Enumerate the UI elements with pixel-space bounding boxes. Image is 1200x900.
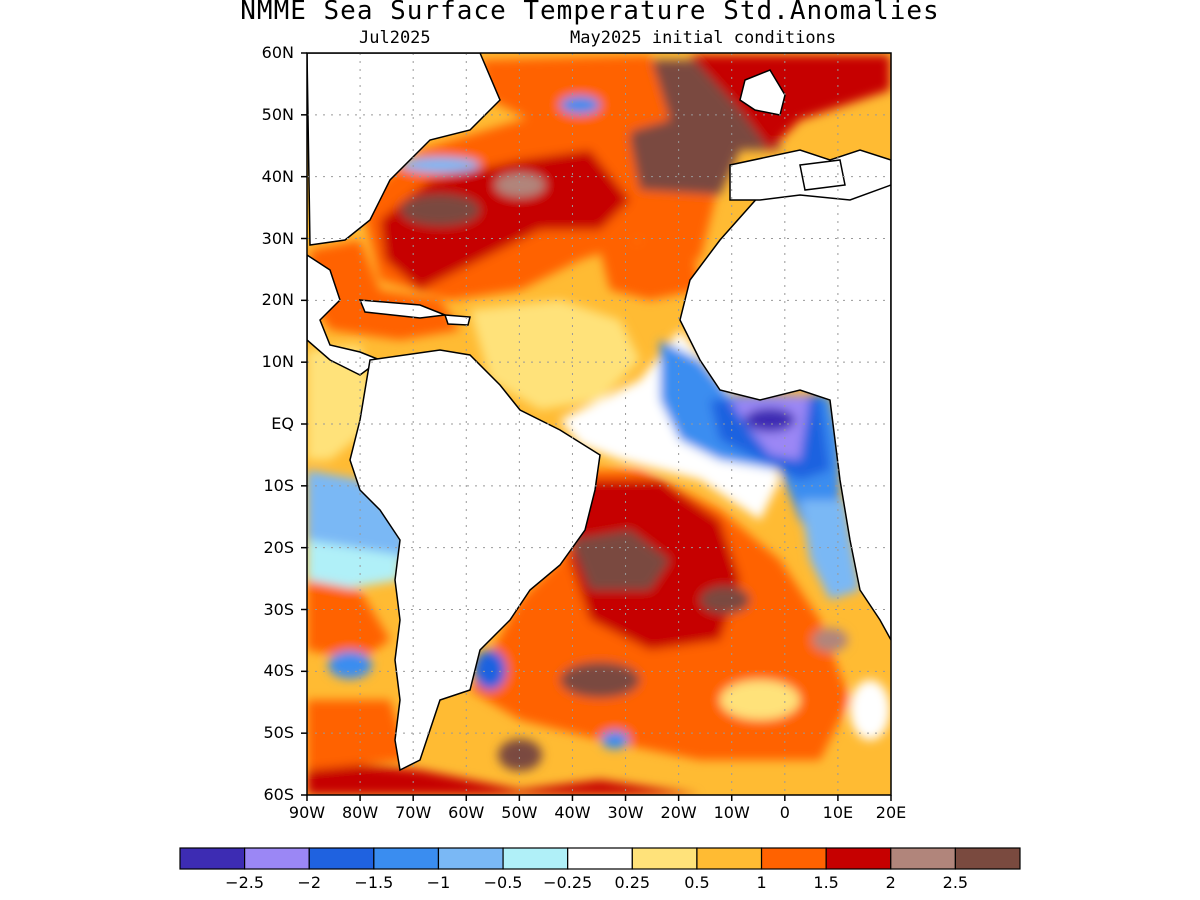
colorbar-label: 1 [756,873,767,892]
lon-tick-label: 50W [501,803,538,822]
lon-tick-label: 20E [875,803,907,822]
hispaniola-island [443,314,471,326]
colorbar-box [631,847,698,870]
colorbar-label: −1.5 [354,873,394,892]
colorbar-box [567,847,633,870]
colorbar-box [954,847,1021,870]
lat-tick-label: 40N [261,166,294,186]
lon-tick-label: 90W [288,803,326,822]
anomaly-region-southern-neutral [850,680,890,740]
anomaly-region-south-extreme-3 [498,739,542,771]
colorbar-label: −2 [297,873,322,892]
anomaly-region-south-extreme-2 [700,586,750,614]
colorbar-box [502,847,569,870]
lat-tick-label: 40S [263,661,294,681]
lat-tick-label: 20S [263,537,294,557]
colorbar-box [308,847,375,870]
initial-conditions: May2025 initial conditions [570,28,837,48]
colorbar-label: −1 [426,873,451,892]
anomaly-region-argentina-cool [474,650,506,690]
iberia-detail [799,159,846,191]
colorbar-box [890,847,956,870]
lon-tick-label: 30W [607,803,644,822]
colorbar-label: 2 [885,873,896,892]
map-grid [307,53,891,795]
anomaly-region-gulf-guinea-core [745,408,795,432]
colorbar-boxes [179,847,1021,870]
lon-tick-label: 10W [713,803,750,822]
anomaly-field [307,53,891,795]
colorbar-label: −0.25 [543,873,593,892]
land-masses [307,53,891,772]
lon-tick-label: 0 [779,803,790,822]
anomaly-region-brazil-extreme [570,530,670,590]
anomaly-region-south-cool-spot [601,731,629,749]
lon-tick-label: 40W [554,803,591,822]
anomaly-region-south-extreme-4 [812,628,848,652]
colorbar-label: 1.5 [813,873,839,892]
colorbar-box [825,847,892,870]
central-america-land [307,254,382,376]
south-america-land [349,349,601,772]
lat-tick-label: 50S [263,723,294,743]
lat-tick-label: 20N [261,290,294,310]
anomaly-region-nw-strong [380,150,630,290]
colorbar-box [437,847,504,870]
colorbar-label: −2.5 [225,873,265,892]
anomaly-region-pacific-warm [307,580,390,660]
colorbar-label: 0.5 [684,873,710,892]
colorbar-box [760,847,827,870]
anomaly-region-chile-warm [307,700,410,770]
lat-tick-label: 30S [263,599,294,619]
lat-tick-label: 10N [261,352,294,372]
anomaly-region-pacific-pale [307,540,400,590]
lon-tick-label: 60W [448,803,485,822]
lat-tick-label: 50N [261,104,294,124]
lat-tick-label: 10S [263,475,294,495]
north-america-land [307,53,501,246]
anomaly-region-subtropical-pale [470,300,640,410]
lon-tick-label: 10E [822,803,854,822]
lon-tick-label: 20W [660,803,697,822]
lat-tick-label: EQ [271,414,294,433]
colorbar-box [179,847,246,870]
anomaly-region-canary-warm [600,230,700,300]
anomaly-region-pacific-cool [307,470,410,560]
anomaly-region-labrador-cool [560,96,600,114]
anomaly-region-tropical-neutral [560,330,780,520]
anomaly-region-nova-scotia-cool [400,157,480,173]
lon-tick-label: 80W [341,803,379,822]
lat-tick-label: 30N [261,228,294,248]
colorbar-box [373,847,440,870]
anomaly-region-ne-warm [690,55,890,150]
anomaly-region-south-pale [720,680,800,720]
axis-ticks [301,52,892,801]
anomaly-region-benguela-cool [800,500,860,600]
colorbar-label: 0.25 [614,873,651,892]
anomaly-region-nw-extreme [400,194,480,226]
lat-tick-label: 60N [261,43,294,62]
lat-tick-label: 60S [263,785,294,804]
colorbar-label: 2.5 [942,873,969,892]
lon-tick-label: 70W [395,803,432,822]
cuba-island [358,299,446,319]
chart-title: NMME Sea Surface Temperature Std.Anomali… [240,0,940,26]
colorbar-label: −0.5 [483,873,523,892]
anomaly-region-antarctic-warm [307,760,700,795]
anomaly-region-pacific-cool-2 [328,651,372,679]
anomaly-region-nw-extreme-2 [495,173,545,197]
colorbar-box [244,847,310,870]
colorbar-box [696,847,763,870]
forecast-month: Jul2025 [359,28,431,48]
